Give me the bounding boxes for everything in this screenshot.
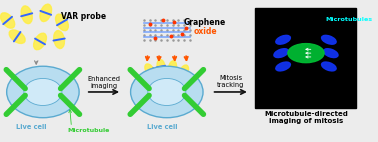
- Ellipse shape: [40, 4, 51, 22]
- Ellipse shape: [169, 61, 177, 74]
- Ellipse shape: [322, 35, 336, 44]
- Text: Enhanced
imaging: Enhanced imaging: [87, 76, 121, 89]
- Ellipse shape: [130, 66, 203, 118]
- Ellipse shape: [148, 79, 186, 106]
- Ellipse shape: [157, 59, 165, 73]
- Ellipse shape: [274, 49, 288, 58]
- Ellipse shape: [54, 31, 65, 49]
- Ellipse shape: [0, 13, 15, 28]
- Text: Live cell: Live cell: [16, 124, 47, 130]
- Text: Microtubule: Microtubule: [68, 128, 110, 133]
- Text: Live cell: Live cell: [147, 124, 177, 130]
- Ellipse shape: [56, 14, 68, 31]
- Text: oxide: oxide: [193, 27, 217, 36]
- Ellipse shape: [7, 66, 79, 118]
- Ellipse shape: [24, 79, 62, 106]
- Text: VAR probe: VAR probe: [61, 12, 107, 21]
- Text: Mitosis
tracking: Mitosis tracking: [217, 75, 244, 88]
- Text: Microtubules: Microtubules: [325, 17, 372, 22]
- Ellipse shape: [288, 44, 324, 63]
- Ellipse shape: [322, 62, 336, 71]
- Text: Microtubule-directed
imaging of mitosis: Microtubule-directed imaging of mitosis: [264, 111, 348, 124]
- Bar: [256, 8, 356, 108]
- Ellipse shape: [276, 62, 290, 71]
- Ellipse shape: [34, 33, 46, 50]
- Ellipse shape: [276, 35, 290, 44]
- Ellipse shape: [180, 65, 189, 78]
- Ellipse shape: [145, 64, 155, 76]
- Ellipse shape: [9, 30, 25, 43]
- Ellipse shape: [324, 49, 338, 58]
- Ellipse shape: [21, 6, 32, 24]
- Text: Graphene: Graphene: [184, 18, 226, 27]
